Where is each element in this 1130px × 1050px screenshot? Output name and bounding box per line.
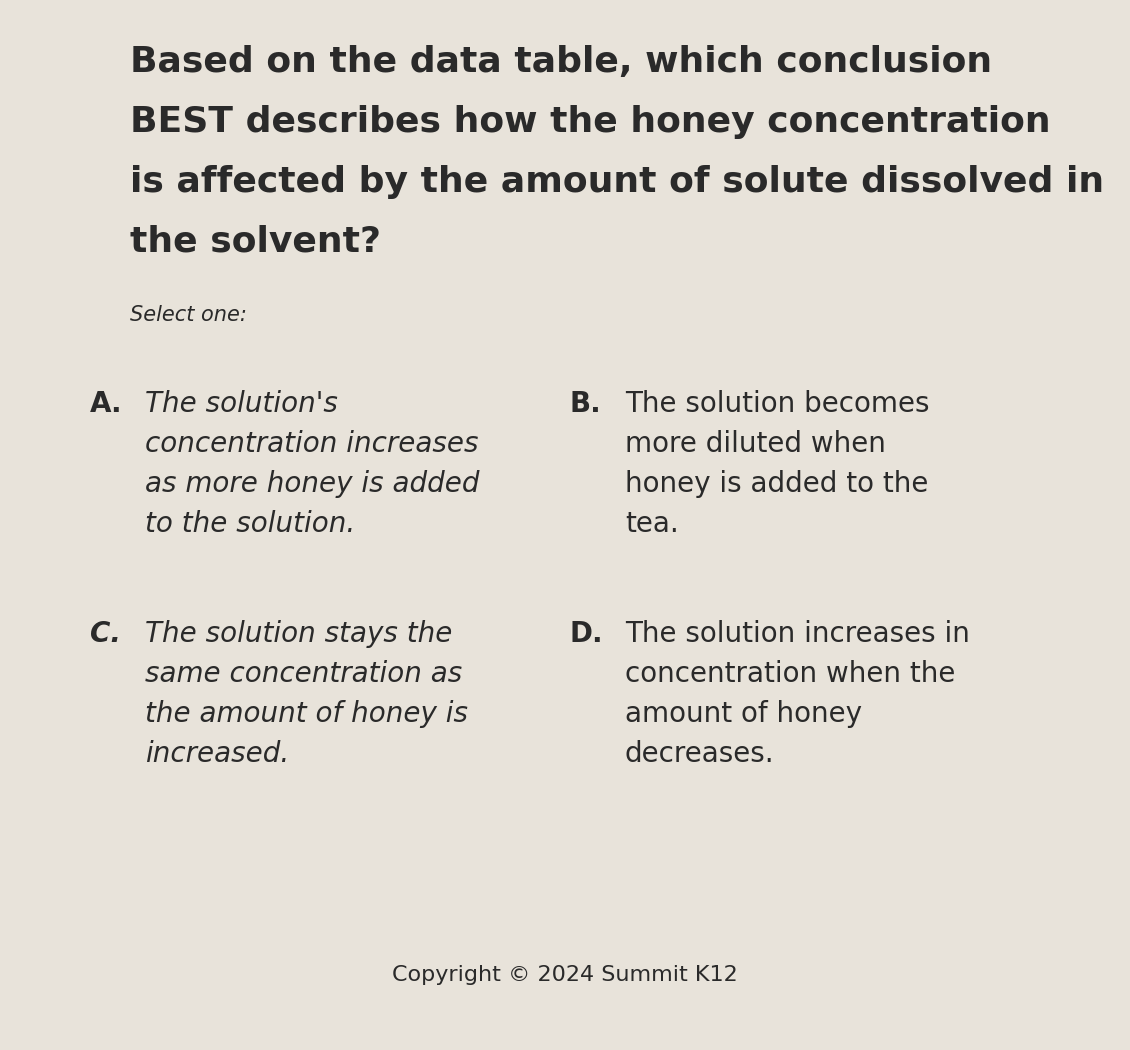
Text: concentration when the: concentration when the (625, 660, 955, 688)
Text: tea.: tea. (625, 510, 679, 538)
Text: The solution becomes: The solution becomes (625, 390, 930, 418)
Text: The solution stays the: The solution stays the (145, 620, 452, 648)
Text: The solution increases in: The solution increases in (625, 620, 970, 648)
Text: Based on the data table, which conclusion: Based on the data table, which conclusio… (130, 45, 992, 79)
Text: Select one:: Select one: (130, 304, 246, 326)
Text: same concentration as: same concentration as (145, 660, 462, 688)
Text: is affected by the amount of solute dissolved in: is affected by the amount of solute diss… (130, 165, 1104, 200)
Text: more diluted when: more diluted when (625, 430, 886, 458)
Text: concentration increases: concentration increases (145, 430, 478, 458)
Text: BEST describes how the honey concentration: BEST describes how the honey concentrati… (130, 105, 1051, 139)
Text: as more honey is added: as more honey is added (145, 470, 479, 498)
Text: D.: D. (570, 620, 603, 648)
Text: increased.: increased. (145, 740, 289, 768)
Text: The solution's: The solution's (145, 390, 338, 418)
Text: the solvent?: the solvent? (130, 225, 381, 259)
Text: decreases.: decreases. (625, 740, 775, 768)
Text: the amount of honey is: the amount of honey is (145, 700, 468, 728)
Text: B.: B. (570, 390, 602, 418)
Text: C.: C. (90, 620, 121, 648)
Text: honey is added to the: honey is added to the (625, 470, 929, 498)
Text: to the solution.: to the solution. (145, 510, 355, 538)
Text: Copyright © 2024 Summit K12: Copyright © 2024 Summit K12 (392, 965, 738, 985)
Text: amount of honey: amount of honey (625, 700, 862, 728)
Text: A.: A. (90, 390, 123, 418)
